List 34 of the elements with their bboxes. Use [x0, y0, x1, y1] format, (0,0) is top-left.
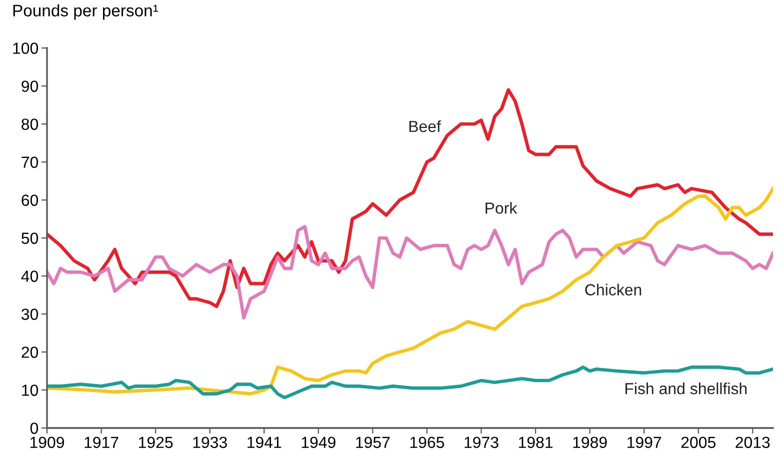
y-tick-label: 0: [30, 422, 38, 434]
x-tick-label: 1997: [628, 436, 662, 448]
y-tick-label: 60: [22, 194, 38, 206]
y-axis-title: Pounds per person¹: [13, 4, 158, 20]
y-tick-label: 40: [21, 270, 38, 282]
x-tick-label: 1933: [193, 436, 227, 448]
x-tick-label: 1917: [84, 436, 118, 448]
y-tick-label: 30: [22, 308, 38, 320]
line-series: [47, 186, 773, 396]
series-label: Chicken: [585, 284, 642, 296]
series-label: Beef: [409, 120, 441, 132]
x-tick-label: 2013: [736, 436, 770, 448]
y-tick-label: 90: [22, 80, 38, 92]
line-series: [47, 366, 773, 400]
y-tick-label: 70: [22, 156, 38, 168]
y-tick-label: 50: [22, 232, 38, 244]
x-tick-label: 1909: [30, 436, 64, 448]
series-label: Fish and shellfish: [625, 382, 747, 394]
x-tick-label: 1925: [139, 436, 173, 448]
x-tick-label: 1941: [248, 436, 282, 448]
series-label: Pork: [486, 202, 518, 214]
x-tick-label: 1965: [410, 436, 444, 448]
y-tick-label: 10: [22, 384, 38, 396]
x-tick-label: 1973: [464, 436, 498, 448]
y-tick-label: 100: [13, 42, 38, 54]
x-tick-label: 1949: [302, 436, 336, 448]
y-tick-label: 80: [22, 118, 38, 130]
x-tick-label: 2005: [681, 436, 716, 448]
y-tick-label: 20: [22, 346, 38, 358]
line-series: [47, 224, 773, 320]
line-series: [47, 88, 773, 308]
x-tick-label: 1957: [356, 436, 390, 448]
x-tick-label: 1981: [518, 436, 553, 448]
x-tick-label: 1989: [573, 436, 607, 448]
